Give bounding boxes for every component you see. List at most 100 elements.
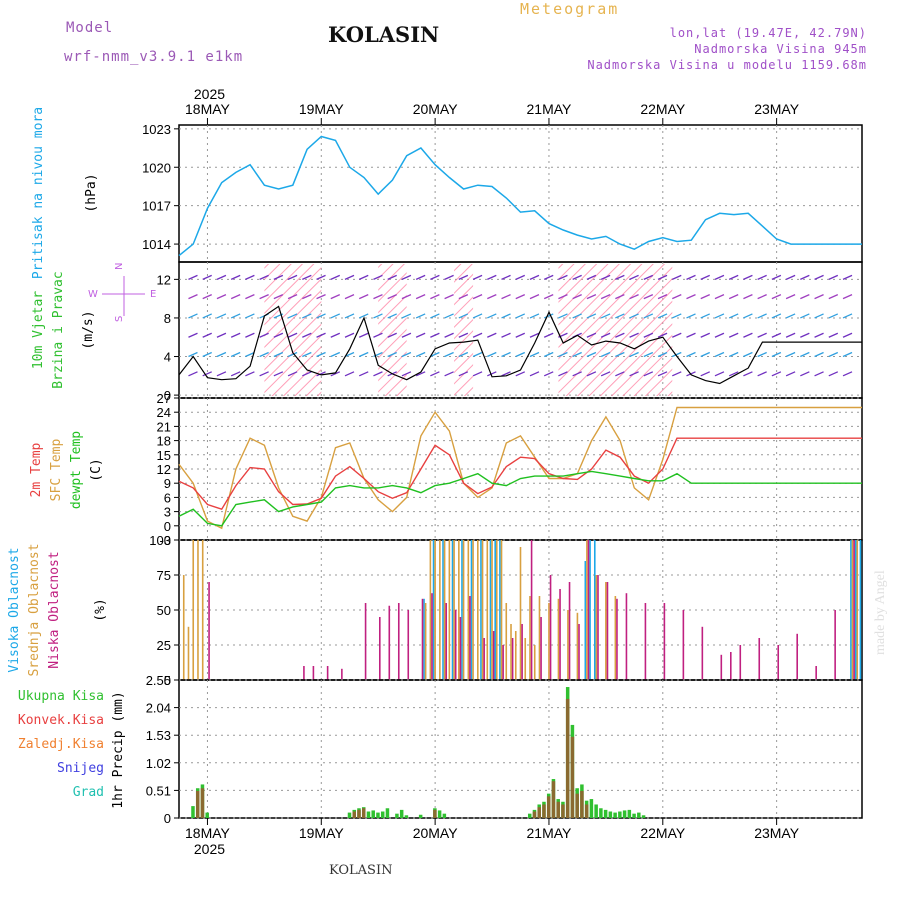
wind-arrow	[600, 351, 611, 358]
wind-arrow	[316, 294, 326, 300]
wind-arrow	[842, 332, 853, 338]
temp-unit: (C)	[89, 458, 104, 481]
wind-arrow	[643, 313, 654, 319]
wind-arrow	[259, 332, 269, 338]
precip-bar-0	[191, 806, 195, 818]
wind-arrow	[188, 371, 198, 377]
wind-arrow	[686, 313, 696, 319]
wind-arrow	[615, 351, 625, 358]
wind-arrow	[444, 313, 454, 319]
coords-label: lon,lat (19.47E, 42.79N)	[669, 26, 867, 40]
wind-arrow	[216, 332, 227, 338]
temp2m-line	[178, 437, 862, 511]
wind-arrow	[586, 274, 597, 280]
wind-arrow	[672, 332, 682, 338]
precip-bar-0	[366, 811, 371, 818]
wind-gust-hatch	[454, 264, 474, 396]
precip-bar-0	[418, 814, 423, 818]
wind-arrow	[415, 313, 426, 319]
wind-arrow	[657, 332, 668, 338]
year-label-top: 2025	[194, 86, 225, 102]
ytick-label-cloud: 0	[164, 673, 171, 688]
wind-arrow	[714, 332, 725, 338]
ytick-label-cloud: 75	[157, 568, 171, 583]
wind-arrow	[202, 313, 212, 319]
date-label-top: 21MAY	[527, 101, 573, 117]
wind-arrow	[344, 351, 355, 358]
wind-arrow	[430, 332, 440, 338]
wind-arrow	[373, 371, 383, 377]
wind-arrow	[757, 313, 767, 319]
date-label-bottom: 20MAY	[413, 825, 459, 841]
cloud-unit: (%)	[93, 598, 108, 621]
wind-arrow	[202, 351, 212, 358]
wind-arrow	[771, 371, 782, 377]
ytick-label-precip: 0	[164, 811, 171, 826]
wind-arrow	[728, 371, 739, 377]
wind-arrow	[572, 274, 582, 280]
wind-arrow	[472, 332, 483, 338]
wind-arrow	[259, 274, 269, 280]
wind-arrow	[814, 371, 824, 377]
precip-bar-0	[527, 813, 532, 818]
wind-arrow	[501, 313, 511, 319]
precip-bar-0	[632, 813, 636, 818]
precip-bar-1	[546, 796, 551, 818]
wind-arrow	[643, 351, 654, 358]
wind-arrow	[828, 371, 839, 377]
wind-ylabel-2: Brzina i Pravac	[51, 271, 66, 388]
wind-arrow	[771, 294, 782, 300]
wind-arrow	[700, 332, 711, 338]
wind-arrow	[529, 332, 540, 338]
wind-arrow	[202, 371, 212, 377]
wind-arrow	[800, 294, 810, 300]
wind-arrow	[543, 371, 554, 377]
wind-arrow	[330, 351, 341, 358]
wind-arrow	[487, 294, 497, 300]
wind-arrow	[458, 294, 469, 300]
wind-arrow	[785, 274, 796, 280]
wind-arrow	[188, 274, 198, 280]
precip-bar-0	[618, 811, 622, 818]
wind-arrow	[558, 313, 568, 319]
wind-arrow	[444, 274, 454, 280]
wind-arrow	[657, 274, 668, 280]
wind-arrow	[842, 274, 853, 280]
wind-arrow	[302, 371, 312, 377]
date-label-top: 18MAY	[185, 101, 231, 117]
wind-arrow	[202, 332, 212, 338]
ytick-label-wind: 0	[164, 388, 171, 403]
precip-bar-0	[627, 809, 632, 818]
wind-arrow	[543, 274, 554, 280]
wind-arrow	[800, 313, 810, 319]
wind-arrow	[302, 313, 312, 319]
wind-arrow	[501, 332, 511, 338]
wind-arrow	[629, 332, 639, 338]
wind-arrow	[572, 371, 582, 377]
wind-arrow	[387, 332, 397, 338]
wind-arrow	[216, 371, 227, 377]
wind-arrow	[558, 274, 568, 280]
wind-arrow	[515, 313, 526, 319]
wind-arrow	[714, 313, 725, 319]
footer-location: KOLASIN	[329, 863, 393, 878]
wind-arrow	[785, 313, 796, 319]
precip-bar-1	[532, 811, 537, 818]
date-label-bottom: 22MAY	[640, 825, 686, 841]
wind-arrow	[629, 371, 639, 377]
wind-gust-hatch	[264, 264, 322, 396]
wind-arrow	[615, 371, 625, 377]
wind-arrow	[543, 313, 554, 319]
wind-arrow	[515, 351, 526, 358]
ytick-label-pressure: 1023	[142, 122, 171, 137]
wind-arrow	[800, 332, 810, 338]
wind-arrow	[543, 351, 554, 358]
wind-arrow	[344, 313, 355, 319]
wind-arrow	[771, 332, 782, 338]
precip-bar-0	[603, 809, 608, 818]
wind-arrow	[216, 294, 227, 300]
precip-bar-1	[542, 804, 546, 818]
precip-bar-0	[613, 812, 617, 818]
wind-gust-hatch	[558, 264, 606, 396]
precip-bar-1	[195, 790, 200, 818]
